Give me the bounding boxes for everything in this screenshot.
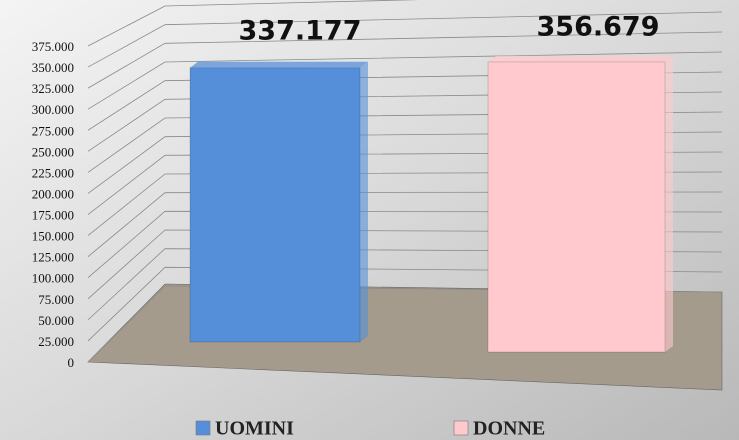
y-tick-label: 275.000	[32, 123, 74, 138]
bar-side	[665, 55, 673, 352]
y-tick-label: 125.000	[32, 250, 74, 265]
legend-swatch	[195, 420, 211, 436]
grid-line	[87, 11, 723, 68]
y-tick-label: 225.000	[32, 165, 74, 180]
y-tick-label: 50.000	[38, 313, 74, 328]
bar-top	[190, 61, 368, 68]
y-tick-label: 175.000	[32, 208, 74, 223]
y-tick-label: 200.000	[32, 186, 74, 201]
y-tick-label: 350.000	[32, 60, 74, 75]
bar	[189, 67, 361, 343]
grid-line	[87, 51, 723, 110]
y-tick-label: 25.000	[38, 334, 74, 349]
y-tick-label: 75.000	[38, 292, 74, 307]
y-tick-label: 300.000	[32, 102, 74, 117]
grid-line	[87, 0, 420, 47]
y-tick-label: 100.000	[32, 271, 74, 286]
y-tick-label: 0	[68, 355, 75, 370]
grid-line	[87, 31, 723, 89]
y-tick-label: 375.000	[32, 39, 74, 54]
bar-top	[488, 55, 673, 62]
legend-label: UOMINI	[215, 418, 294, 440]
legend-swatch	[453, 420, 469, 436]
legend-label: DONNE	[473, 418, 545, 440]
y-tick-label: 150.000	[32, 229, 74, 244]
y-tick-label: 325.000	[32, 81, 74, 96]
data-label: 337.177	[239, 16, 362, 47]
y-tick-label: 250.000	[32, 144, 74, 159]
bar-side	[360, 61, 368, 343]
bar	[487, 61, 666, 353]
data-label: 356.679	[537, 12, 660, 43]
